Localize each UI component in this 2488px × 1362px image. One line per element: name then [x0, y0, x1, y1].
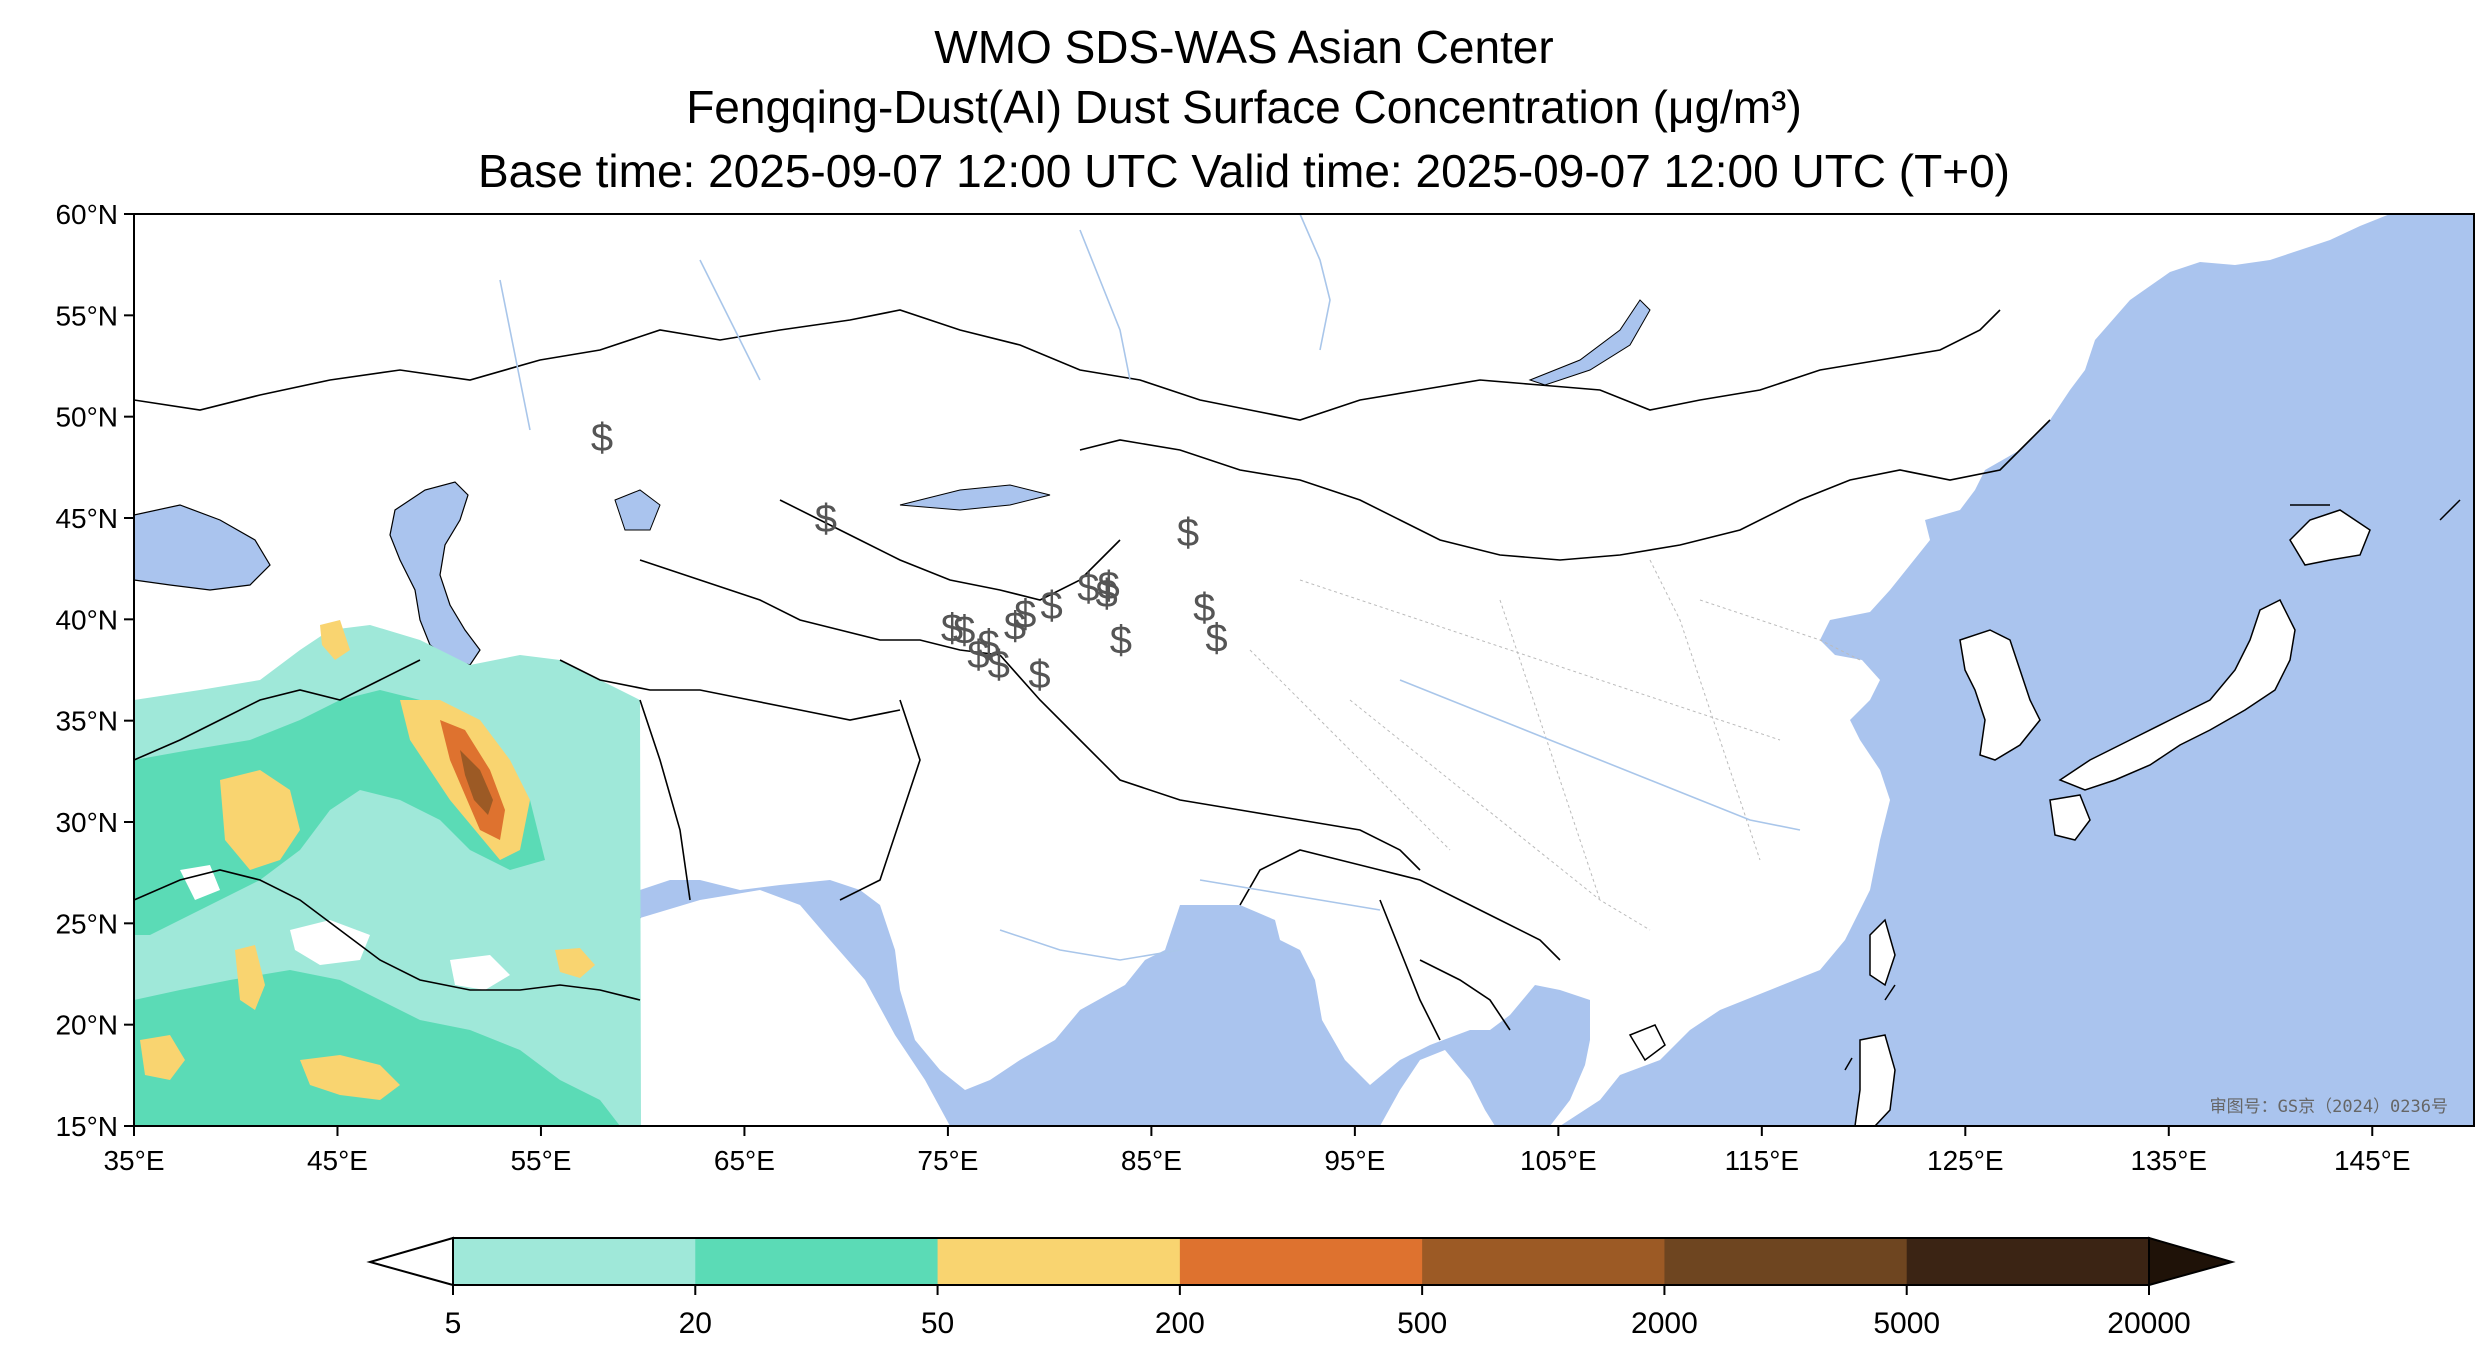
dust-station-symbol: $	[1077, 566, 1099, 610]
caspian-sea	[389, 481, 481, 666]
x-tick-label: 65°E	[714, 1145, 775, 1176]
x-tick-label: 115°E	[1725, 1145, 1800, 1176]
colorbar-segment	[1664, 1238, 1908, 1285]
chart-subtitle: Fengqing-Dust(AI) Dust Surface Concentra…	[686, 81, 1802, 133]
y-tick-label: 55°N	[55, 300, 118, 331]
dust-station-symbols: $$$$ $$$$$$$ $$$$$$$	[591, 416, 1228, 697]
dust-station-symbol: $	[1028, 653, 1050, 697]
dust-station-symbol: $	[1177, 511, 1199, 555]
dust-station-symbol: $	[1098, 564, 1120, 608]
aral-sea	[614, 489, 661, 531]
japan-land	[2058, 598, 2296, 791]
japan-hokkaido	[2289, 509, 2371, 566]
korea-land	[1959, 629, 2041, 761]
taiwan-land	[1869, 918, 1896, 987]
x-tick-label: 145°E	[2334, 1145, 2411, 1176]
y-tick-label: 25°N	[55, 908, 118, 939]
colorbar-segment	[453, 1238, 696, 1285]
chart-title: WMO SDS-WAS Asian Center	[934, 21, 1554, 73]
rivers	[499, 214, 1801, 961]
lake-baikal	[1528, 299, 1651, 386]
dust-station-symbol: $	[1110, 619, 1132, 663]
hainan-land	[1628, 1024, 1666, 1062]
island-marks	[1844, 499, 2461, 1071]
y-tick-label: 15°N	[55, 1111, 118, 1142]
japan-kyushu	[2049, 794, 2091, 841]
dust-station-symbol: $	[977, 623, 999, 667]
indian-ocean	[640, 880, 1590, 1126]
colorbar-upper-extend	[2148, 1236, 2236, 1287]
colorbar-segment	[937, 1238, 1181, 1285]
lake-balkhash	[899, 484, 1051, 511]
dust-station-symbol: $	[815, 497, 837, 541]
y-tick-label: 40°N	[55, 604, 118, 635]
province-borders	[1249, 559, 1861, 931]
colorbar-tick-label: 200	[1155, 1307, 1205, 1340]
x-tick-label: 75°E	[917, 1145, 978, 1176]
colorbar-tick-label: 20	[679, 1307, 712, 1340]
dust-station-symbol: $	[1193, 586, 1215, 630]
dust-station-symbol: $	[1096, 572, 1118, 616]
x-tick-label: 105°E	[1520, 1145, 1597, 1176]
dust-station-symbol: $	[1014, 592, 1036, 636]
map-frame	[133, 213, 2475, 1127]
dust-station-symbol: $	[591, 416, 613, 460]
y-tick-label: 50°N	[55, 402, 118, 433]
dust-station-symbol: $	[988, 643, 1010, 687]
dust-station-symbol: $	[1004, 604, 1026, 648]
x-tick-label: 125°E	[1927, 1145, 2004, 1176]
dust-station-symbol: $	[953, 608, 975, 652]
colorbar-tick-label: 500	[1397, 1307, 1447, 1340]
x-tick-label: 55°E	[510, 1145, 571, 1176]
x-tick-label: 85°E	[1121, 1145, 1182, 1176]
colorbar-segment	[1422, 1238, 1665, 1285]
country-borders	[134, 309, 2051, 1041]
y-tick-label: 35°N	[55, 706, 118, 737]
approval-watermark: 审图号：GS京（2024）0236号	[2210, 1097, 2448, 1117]
colorbar-tick-label: 20000	[2107, 1307, 2190, 1340]
time-info: Base time: 2025-09-07 12:00 UTC Valid ti…	[478, 145, 2010, 197]
x-tick-label: 35°E	[103, 1145, 164, 1176]
dust-station-symbol: $	[1041, 584, 1063, 628]
dust-station-symbol: $	[967, 633, 989, 677]
colorbar: 5 20 50 200 500 2000 5000 20000	[366, 1236, 2236, 1340]
dust-concentration-field	[134, 620, 641, 1126]
y-tick-label: 45°N	[55, 503, 118, 534]
y-tick-label: 30°N	[55, 807, 118, 838]
colorbar-tick-label: 50	[921, 1307, 954, 1340]
colorbar-segment	[695, 1238, 939, 1285]
philippines-land	[1854, 1034, 1896, 1126]
dust-station-symbol: $	[941, 606, 963, 650]
dust-station-symbol: $	[1205, 617, 1227, 661]
colorbar-frame	[452, 1237, 2150, 1286]
y-tick-label: 60°N	[55, 199, 118, 230]
colorbar-lower-extend	[366, 1236, 454, 1287]
y-axis-ticks: 60°N 55°N 50°N 45°N 40°N 35°N 30°N 25°N 20°N 15°N	[55, 199, 134, 1142]
x-tick-label: 135°E	[2130, 1145, 2207, 1176]
x-tick-label: 95°E	[1324, 1145, 1385, 1176]
colorbar-tick-label: 5	[445, 1307, 462, 1340]
black-sea	[134, 504, 271, 591]
x-axis-ticks: 35°E 45°E 55°E 65°E 75°E 85°E 95°E 105°E 115°E 12…	[103, 1126, 2411, 1176]
colorbar-segment	[1906, 1238, 2150, 1285]
x-tick-label: 45°E	[307, 1145, 368, 1176]
colorbar-segment	[1179, 1238, 1423, 1285]
colorbar-tick-label: 5000	[1873, 1307, 1940, 1340]
colorbar-tick-label: 2000	[1631, 1307, 1698, 1340]
y-tick-label: 20°N	[55, 1010, 118, 1041]
